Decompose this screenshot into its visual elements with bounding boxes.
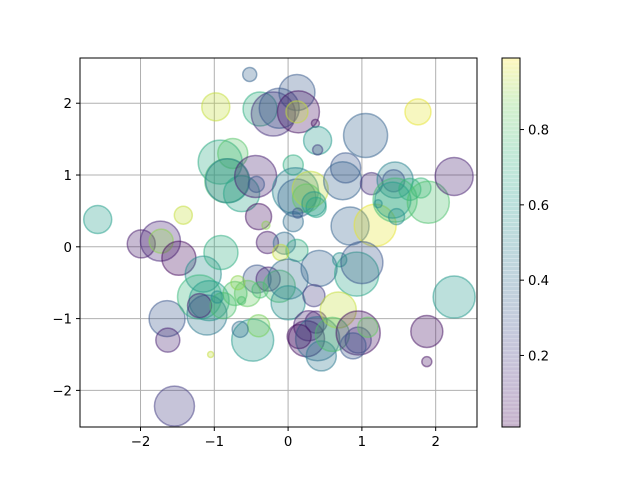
colorbar: 0.2 0.4 0.6 0.8	[501, 57, 549, 428]
scatter-point	[247, 175, 266, 194]
y-tick-label: 2	[64, 97, 72, 112]
scatter-point	[222, 280, 248, 307]
scatter-point	[329, 152, 362, 184]
colorbar-tick-label: 0.2	[528, 349, 549, 364]
scatter-point	[372, 177, 418, 223]
colorbar-fill	[502, 58, 520, 427]
y-tick-label: 1	[64, 169, 72, 184]
scatter-point	[173, 205, 194, 225]
x-tick-label: −2	[131, 435, 151, 450]
y-axis: −2 −1 0 1 2	[52, 97, 80, 399]
scatter-point	[300, 249, 338, 288]
scatter-point	[250, 91, 297, 137]
colorbar-stripes	[502, 57, 520, 424]
scatter-point	[230, 318, 275, 362]
scatter-point	[148, 299, 186, 338]
scatter-point	[404, 98, 432, 126]
scatter-point	[201, 92, 231, 122]
colorbar-tick-label: 0.6	[528, 199, 549, 214]
x-tick-label: 0	[284, 435, 292, 450]
scatter-point	[340, 240, 384, 285]
scatter-point	[241, 66, 258, 83]
scatter-point	[286, 323, 312, 350]
scatter-point	[186, 292, 213, 319]
colorbar-tick-label: 0.4	[528, 274, 549, 289]
scatter-point	[262, 269, 296, 304]
scatter-point	[282, 154, 305, 176]
scatter-point	[434, 156, 474, 197]
scatter-point	[432, 275, 476, 319]
plot-area: −2 −1 0 1 2 −2 −1 0 1 2	[52, 57, 478, 450]
x-tick-label: 2	[431, 435, 439, 450]
scatter-point	[305, 196, 327, 219]
scatter-point	[206, 350, 215, 359]
scatter-point	[406, 180, 451, 225]
y-tick-label: 0	[64, 241, 72, 256]
scatter-point	[322, 161, 363, 201]
x-tick-label: −1	[204, 435, 224, 450]
scatter-point	[231, 320, 249, 339]
scatter-point	[244, 202, 273, 231]
scatter-point	[302, 283, 326, 308]
scatter-point	[285, 100, 309, 124]
scatter-point	[222, 174, 261, 213]
scatter-point	[291, 207, 304, 219]
scatter-point	[230, 274, 246, 291]
scatter-point	[276, 90, 321, 134]
scatter-point	[251, 281, 269, 299]
scatter-point	[82, 204, 113, 235]
scatter-point	[246, 314, 271, 338]
scatter-point	[153, 385, 196, 427]
scatter-point	[271, 243, 290, 262]
scatter-points	[82, 66, 476, 427]
scatter-point	[261, 220, 271, 231]
scatter-point	[398, 177, 422, 202]
scatter-point	[305, 340, 338, 372]
scatter-point	[387, 207, 406, 226]
x-axis: −2 −1 0 1 2	[131, 427, 440, 450]
scatter-point	[236, 295, 247, 306]
scatter-point	[410, 177, 432, 199]
scatter-point	[210, 290, 225, 304]
x-tick-label: 1	[358, 435, 366, 450]
scatter-point	[272, 231, 297, 255]
scatter-point	[148, 228, 174, 254]
scatter-point	[373, 198, 383, 209]
scatter-point	[311, 144, 324, 156]
colorbar-frame	[501, 57, 521, 428]
scatter-point	[421, 355, 433, 368]
colorbar-tick-label: 0.8	[528, 124, 549, 139]
scatter-point	[255, 230, 280, 255]
scatter-point	[278, 73, 316, 112]
scatter-point	[339, 332, 367, 360]
axes-frame	[79, 57, 478, 428]
scatter-point	[319, 291, 358, 329]
scatter-point	[184, 255, 222, 293]
colorbar-axis: 0.2 0.4 0.6 0.8	[520, 124, 549, 364]
y-tick-label: −1	[52, 313, 72, 328]
scatter-point	[335, 310, 381, 356]
scatter-point	[342, 112, 389, 159]
y-tick-label: −2	[52, 384, 72, 399]
scatter-point	[410, 314, 444, 349]
scatter-point	[155, 327, 181, 353]
scatter-point	[357, 316, 379, 338]
scatter-point	[203, 234, 239, 271]
scatter-point	[216, 137, 249, 170]
